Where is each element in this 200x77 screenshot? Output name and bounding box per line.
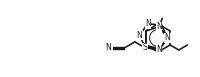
Text: N: N bbox=[105, 43, 111, 52]
Text: N: N bbox=[156, 45, 161, 54]
Text: S: S bbox=[142, 43, 147, 52]
Text: N: N bbox=[156, 22, 161, 31]
Text: N: N bbox=[144, 19, 150, 28]
Text: N: N bbox=[164, 33, 169, 43]
Text: N: N bbox=[136, 31, 142, 40]
